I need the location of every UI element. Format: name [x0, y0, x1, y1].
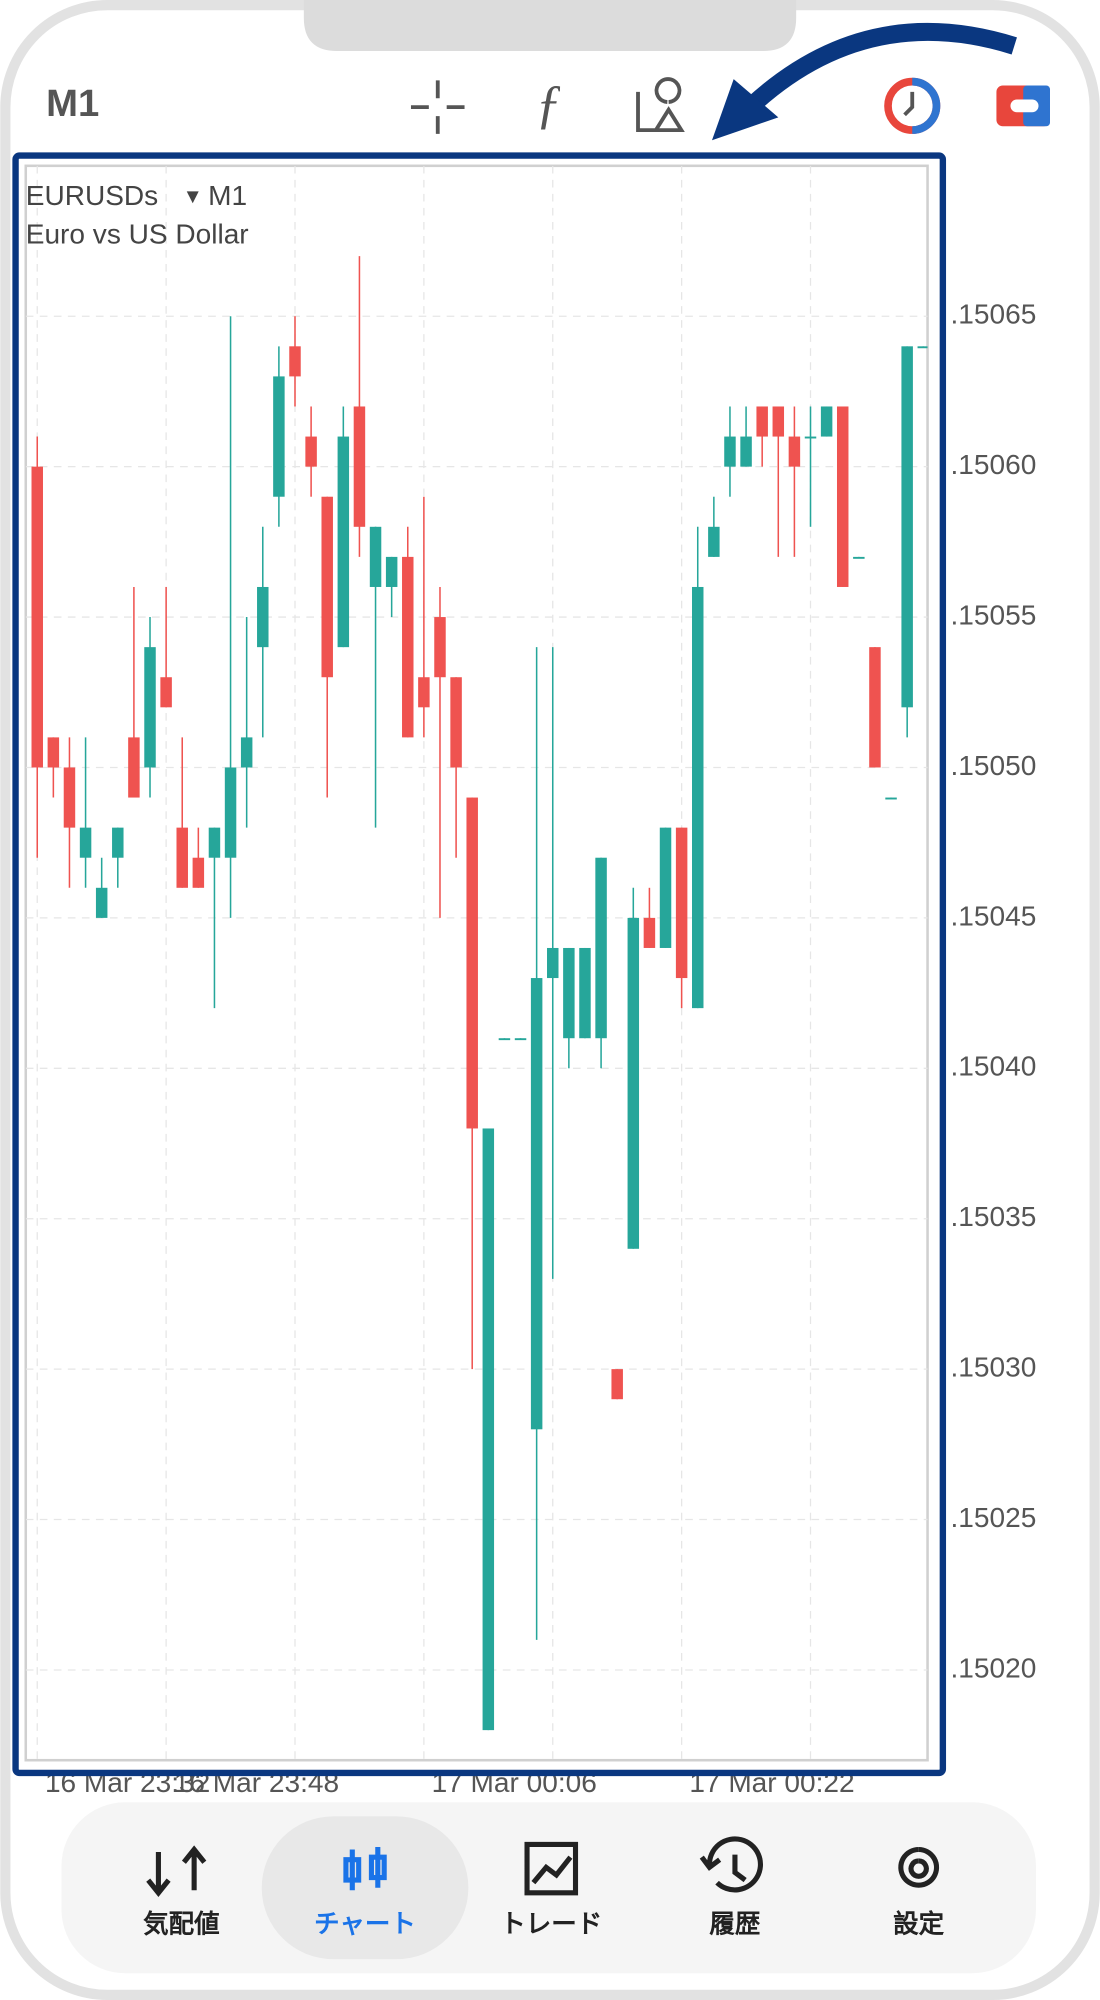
nav-icon[interactable]	[898, 1846, 940, 1888]
candle-body	[643, 917, 656, 948]
symbol: EURUSDs	[26, 180, 158, 211]
candle-body	[353, 406, 366, 527]
candle-body	[917, 346, 928, 349]
bottom-nav	[61, 1802, 1036, 1974]
notch	[303, 0, 797, 52]
nav-label[interactable]: 設定	[893, 1910, 945, 1939]
y-tick-label: .15045	[951, 900, 1037, 931]
candle-body	[482, 1128, 495, 1731]
candle-body	[692, 586, 704, 1009]
symbol-description: Euro vs US Dollar	[26, 218, 249, 249]
candle-body	[450, 677, 462, 768]
candle-body	[369, 526, 382, 587]
annotation-arrow	[746, 23, 1017, 112]
crosshair-icon[interactable]	[410, 80, 465, 134]
candle-body	[804, 436, 817, 439]
timeframe-button[interactable]: M1	[46, 82, 99, 125]
nav-icon[interactable]	[524, 1841, 579, 1896]
chart-timeframe: M1	[208, 180, 247, 211]
dropdown-caret[interactable]: ▼	[183, 186, 203, 208]
nav-label[interactable]: トレード	[500, 1911, 602, 1939]
candle-body	[885, 797, 897, 800]
y-tick-label: .15040	[951, 1051, 1037, 1082]
candle-body	[659, 827, 672, 948]
candle-body	[418, 677, 430, 708]
candle-body	[337, 436, 350, 648]
candle-body	[112, 827, 124, 858]
trade-icon[interactable]	[996, 85, 1050, 127]
candle-body	[853, 556, 865, 559]
one-click-icon[interactable]	[884, 77, 941, 134]
candle-body	[289, 346, 301, 377]
candle-body	[95, 887, 108, 918]
candle-body	[273, 376, 285, 497]
candle-body	[708, 526, 720, 557]
candle-body	[563, 947, 575, 1039]
candle-body	[305, 436, 317, 467]
candle-body	[724, 436, 736, 467]
y-tick-label: .15065	[951, 299, 1037, 330]
candle-body	[466, 797, 478, 1129]
candle-body	[627, 917, 640, 1249]
candle-body	[402, 556, 414, 738]
candle-body	[498, 1038, 511, 1041]
candle-body	[176, 827, 188, 888]
y-tick-label: .15050	[951, 750, 1037, 781]
candle-body	[63, 767, 76, 828]
candle-body	[869, 647, 881, 768]
nav-icon[interactable]	[343, 1846, 387, 1891]
candle-body	[128, 737, 140, 798]
y-tick-label: .15055	[951, 599, 1037, 630]
y-tick-label: .15025	[951, 1502, 1037, 1533]
candle-body	[836, 406, 849, 587]
candle-body	[547, 947, 559, 979]
annotation-arrowhead	[711, 79, 779, 141]
candle-body	[47, 737, 60, 768]
candle-body	[772, 406, 785, 437]
candle-body	[901, 346, 913, 708]
candle-body	[240, 737, 253, 768]
candle-body	[788, 436, 801, 467]
nav-label[interactable]: 気配値	[143, 1910, 220, 1939]
highlight-frame	[12, 152, 947, 1777]
y-tick-label: .15035	[951, 1201, 1037, 1232]
candle-body	[530, 978, 543, 1430]
objects-icon[interactable]	[636, 77, 685, 133]
candle-body	[820, 406, 833, 437]
candle-body	[579, 947, 591, 1039]
candle-body	[595, 857, 607, 1039]
y-tick-label: .15030	[951, 1352, 1037, 1383]
candle-body	[208, 827, 221, 858]
candle-body	[385, 556, 398, 587]
candle-body	[31, 466, 43, 768]
candle-body	[160, 677, 172, 708]
nav-active-pill	[261, 1816, 469, 1960]
candle-body	[257, 586, 269, 648]
nav-label[interactable]: チャート	[314, 1911, 416, 1939]
candle-body	[740, 436, 752, 467]
nav-label[interactable]: 履歴	[709, 1911, 761, 1939]
candle-body	[611, 1369, 623, 1400]
y-tick-label: .15020	[951, 1652, 1037, 1683]
candle-body	[514, 1038, 527, 1041]
candle-body	[434, 617, 446, 678]
candle-body	[756, 406, 768, 437]
candle-body	[224, 767, 237, 858]
candle-body	[675, 827, 688, 979]
candle-body	[144, 647, 156, 768]
indicator-icon[interactable]: ƒ	[535, 74, 562, 134]
nav-icon[interactable]	[699, 1836, 763, 1893]
candle-body	[79, 827, 92, 858]
candle-body	[192, 857, 205, 888]
y-tick-label: .15060	[951, 449, 1037, 480]
nav-icon[interactable]	[146, 1845, 207, 1897]
candle-body	[321, 496, 333, 678]
